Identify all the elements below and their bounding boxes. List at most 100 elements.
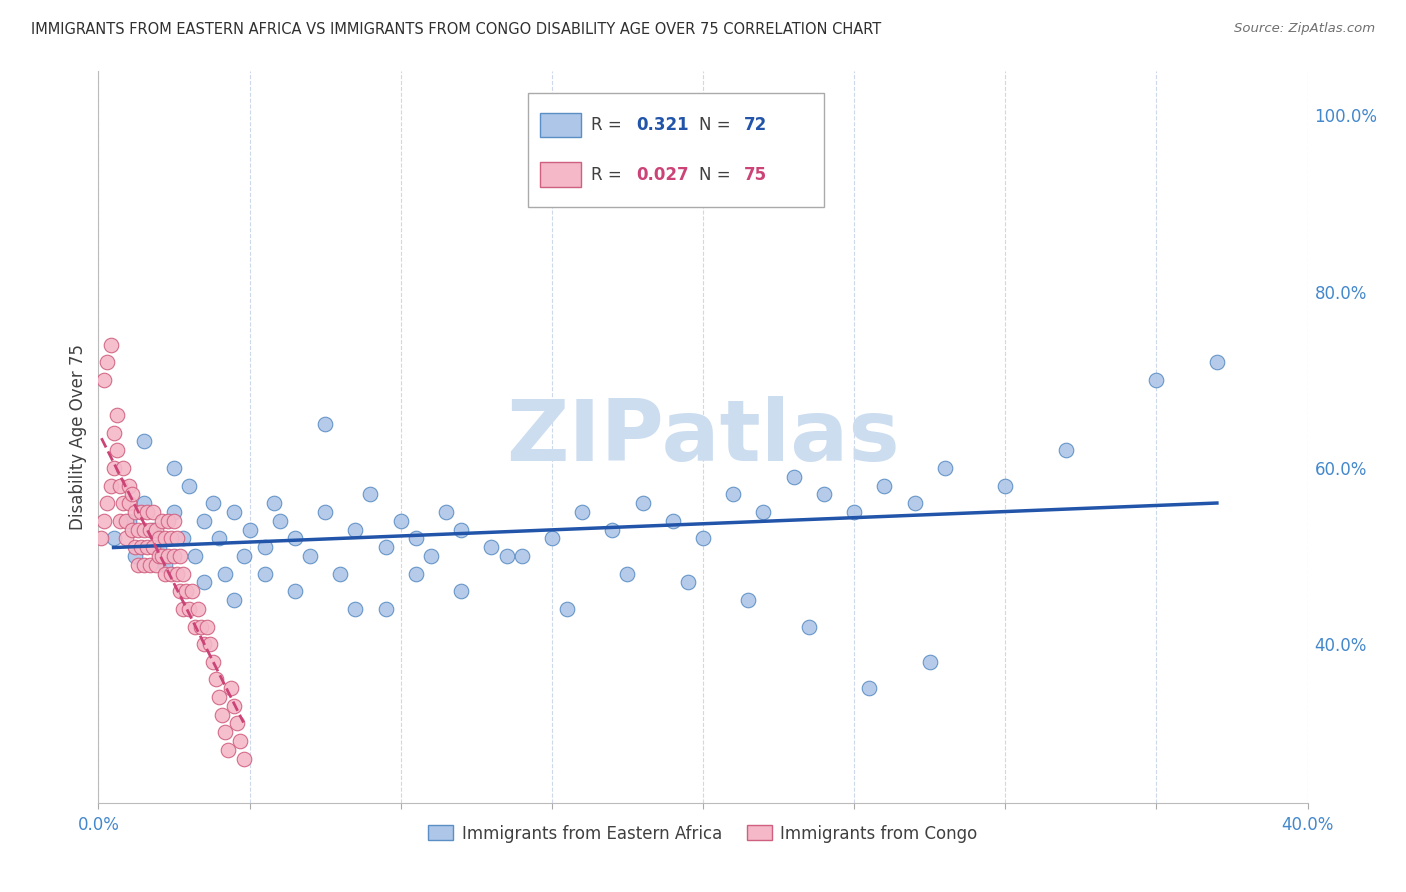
Point xyxy=(420,549,443,563)
Point xyxy=(166,566,188,581)
Point xyxy=(269,514,291,528)
Point xyxy=(160,532,183,546)
Point xyxy=(224,593,246,607)
Point xyxy=(797,619,820,633)
Point xyxy=(844,505,866,519)
Text: R =: R = xyxy=(591,116,627,134)
Text: 0.0%: 0.0% xyxy=(77,816,120,834)
Point xyxy=(232,549,254,563)
Point xyxy=(783,469,806,483)
Point xyxy=(148,532,170,546)
Point xyxy=(571,505,593,519)
Point xyxy=(124,549,146,563)
Point xyxy=(181,584,204,599)
Point xyxy=(813,487,835,501)
Point xyxy=(205,673,228,687)
Point xyxy=(692,532,714,546)
Point xyxy=(994,478,1017,492)
Point xyxy=(179,478,201,492)
Point xyxy=(434,505,457,519)
Point xyxy=(163,549,186,563)
FancyBboxPatch shape xyxy=(540,112,581,137)
Point xyxy=(193,637,215,651)
Point xyxy=(153,532,176,546)
Text: ZIPatlas: ZIPatlas xyxy=(506,395,900,479)
Point xyxy=(121,487,143,501)
Point xyxy=(226,716,249,731)
Point xyxy=(105,408,128,422)
Point xyxy=(314,505,336,519)
Point xyxy=(217,743,239,757)
Point xyxy=(344,602,367,616)
Point xyxy=(934,461,956,475)
Point xyxy=(314,417,336,431)
Point xyxy=(93,514,115,528)
Point xyxy=(169,584,191,599)
Point xyxy=(172,566,194,581)
Point xyxy=(193,575,215,590)
Point xyxy=(145,523,167,537)
Point xyxy=(166,532,188,546)
Point xyxy=(661,514,683,528)
Point xyxy=(193,514,215,528)
Point xyxy=(195,619,218,633)
Text: R =: R = xyxy=(591,166,627,184)
Point xyxy=(160,566,183,581)
Point xyxy=(405,566,427,581)
Point xyxy=(135,540,157,554)
Point xyxy=(145,558,167,572)
Point xyxy=(163,505,186,519)
Point xyxy=(263,496,285,510)
Text: 40.0%: 40.0% xyxy=(1281,816,1334,834)
Text: 75: 75 xyxy=(744,166,768,184)
Point xyxy=(284,532,307,546)
Point xyxy=(100,478,122,492)
Point xyxy=(172,532,194,546)
Point xyxy=(153,558,176,572)
Text: 0.027: 0.027 xyxy=(637,166,689,184)
Point xyxy=(132,523,155,537)
Point xyxy=(135,505,157,519)
Point xyxy=(129,540,152,554)
Point xyxy=(1144,373,1167,387)
Text: N =: N = xyxy=(699,166,737,184)
Point xyxy=(100,337,122,351)
Point xyxy=(208,532,231,546)
Point xyxy=(360,487,382,501)
Point xyxy=(163,514,186,528)
Point xyxy=(211,707,233,722)
Text: IMMIGRANTS FROM EASTERN AFRICA VS IMMIGRANTS FROM CONGO DISABILITY AGE OVER 75 C: IMMIGRANTS FROM EASTERN AFRICA VS IMMIGR… xyxy=(31,22,882,37)
Point xyxy=(187,602,209,616)
Point xyxy=(142,540,165,554)
Point xyxy=(200,637,222,651)
Point xyxy=(450,584,472,599)
Point xyxy=(224,505,246,519)
Point xyxy=(481,540,503,554)
FancyBboxPatch shape xyxy=(540,162,581,187)
Point xyxy=(344,523,367,537)
Point xyxy=(156,514,179,528)
Legend: Immigrants from Eastern Africa, Immigrants from Congo: Immigrants from Eastern Africa, Immigran… xyxy=(422,818,984,849)
Point xyxy=(142,523,165,537)
Point xyxy=(1054,443,1077,458)
Point xyxy=(103,532,125,546)
Point xyxy=(121,523,143,537)
Text: Source: ZipAtlas.com: Source: ZipAtlas.com xyxy=(1234,22,1375,36)
Point xyxy=(214,566,236,581)
Point xyxy=(495,549,517,563)
Point xyxy=(540,532,562,546)
Point xyxy=(253,540,276,554)
FancyBboxPatch shape xyxy=(527,94,824,207)
Point xyxy=(139,558,162,572)
Point xyxy=(858,681,880,696)
Point xyxy=(132,496,155,510)
Point xyxy=(124,505,146,519)
Point xyxy=(93,373,115,387)
Point xyxy=(389,514,412,528)
Point xyxy=(103,425,125,440)
Point xyxy=(169,549,191,563)
Point xyxy=(374,602,396,616)
Point xyxy=(132,558,155,572)
Point xyxy=(184,619,207,633)
Point xyxy=(172,602,194,616)
